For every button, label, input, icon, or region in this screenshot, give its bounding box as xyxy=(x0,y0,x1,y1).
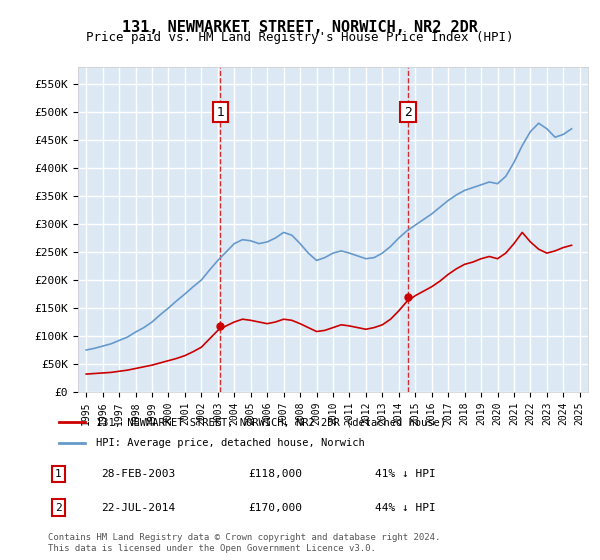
Text: 131, NEWMARKET STREET, NORWICH, NR2 2DR (detached house): 131, NEWMARKET STREET, NORWICH, NR2 2DR … xyxy=(95,417,446,427)
Text: 1: 1 xyxy=(55,469,62,479)
Text: Contains HM Land Registry data © Crown copyright and database right 2024.
This d: Contains HM Land Registry data © Crown c… xyxy=(48,533,440,553)
Text: £118,000: £118,000 xyxy=(248,469,302,479)
Text: 131, NEWMARKET STREET, NORWICH, NR2 2DR: 131, NEWMARKET STREET, NORWICH, NR2 2DR xyxy=(122,20,478,35)
Text: 1: 1 xyxy=(217,105,224,119)
Text: 28-FEB-2003: 28-FEB-2003 xyxy=(101,469,175,479)
Text: Price paid vs. HM Land Registry's House Price Index (HPI): Price paid vs. HM Land Registry's House … xyxy=(86,31,514,44)
Text: £170,000: £170,000 xyxy=(248,502,302,512)
Text: 41% ↓ HPI: 41% ↓ HPI xyxy=(376,469,436,479)
Text: 44% ↓ HPI: 44% ↓ HPI xyxy=(376,502,436,512)
Text: 2: 2 xyxy=(404,105,412,119)
Text: 22-JUL-2014: 22-JUL-2014 xyxy=(101,502,175,512)
Text: HPI: Average price, detached house, Norwich: HPI: Average price, detached house, Norw… xyxy=(95,438,364,448)
Text: 2: 2 xyxy=(55,502,62,512)
